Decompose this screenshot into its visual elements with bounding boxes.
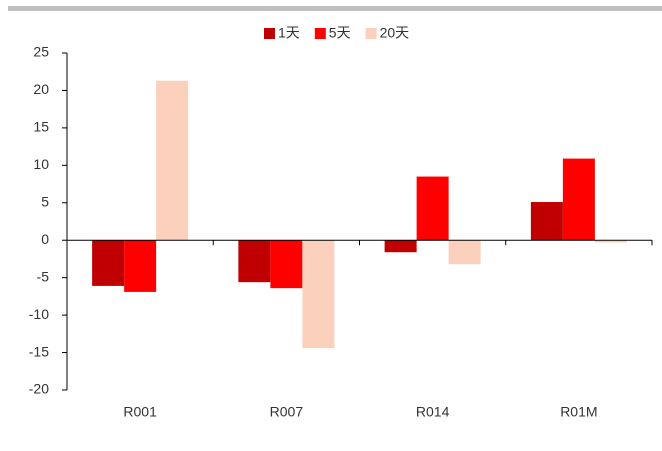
- legend-swatch: [314, 28, 326, 39]
- y-tick-label: 0: [41, 231, 49, 247]
- bar: [562, 158, 595, 241]
- y-tick-label: 5: [41, 193, 49, 209]
- y-tick-label: 25: [33, 44, 49, 60]
- x-tick-label: R007: [270, 404, 304, 420]
- y-tick-label: -5: [37, 268, 50, 284]
- bar: [92, 240, 125, 286]
- y-tick-label: -15: [29, 343, 49, 359]
- bar: [530, 202, 563, 241]
- legend-swatch: [365, 28, 377, 39]
- legend-label: 20天: [380, 25, 410, 41]
- x-tick-label: R014: [416, 404, 450, 420]
- bar: [384, 240, 417, 253]
- legend-label: 5天: [329, 25, 351, 41]
- legend-swatch: [264, 28, 275, 39]
- bar: [270, 240, 303, 289]
- x-tick-label: R001: [123, 404, 157, 420]
- bar: [594, 240, 627, 243]
- bar: [416, 176, 449, 241]
- bar: [302, 240, 335, 349]
- y-tick-label: 15: [33, 119, 49, 135]
- y-tick-label: 10: [33, 156, 49, 172]
- bar: [448, 240, 481, 265]
- y-tick-label: -10: [29, 306, 49, 322]
- y-tick-label: 20: [33, 81, 49, 97]
- legend-label: 1天: [278, 25, 300, 41]
- top-bar: [8, 6, 662, 11]
- x-tick-label: R01M: [560, 404, 597, 420]
- y-tick-label: -20: [29, 381, 49, 397]
- bar: [238, 240, 271, 283]
- bar: [124, 240, 157, 292]
- bar: [156, 80, 189, 241]
